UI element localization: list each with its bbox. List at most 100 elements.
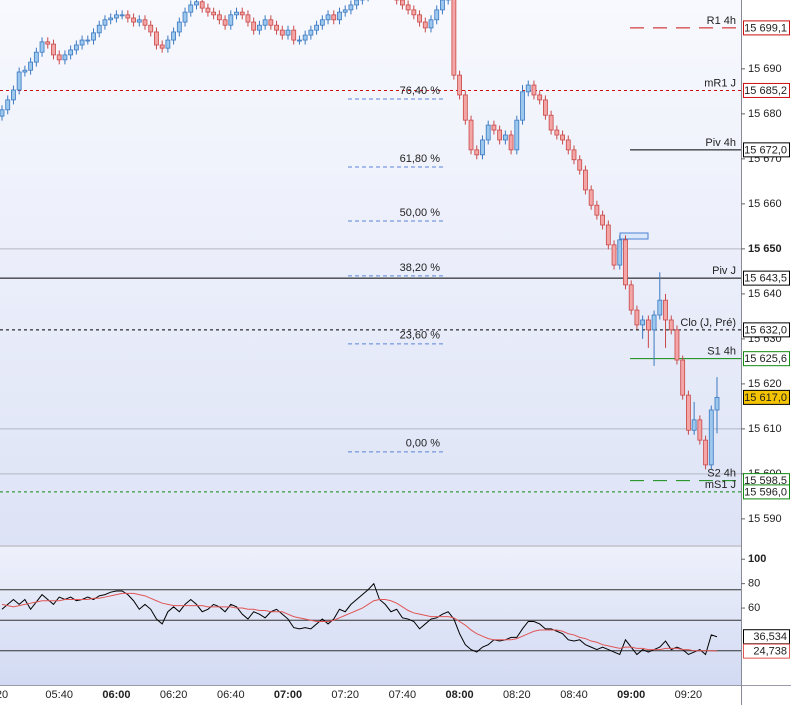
candle-body (645, 319, 651, 331)
candle-body (142, 19, 148, 26)
candle-body (194, 1, 199, 6)
candle-body (548, 114, 554, 131)
axis-value-label: 15 598,5 (744, 475, 787, 487)
x-tick-label: 08:20 (503, 689, 531, 701)
fib-label: 0,00 % (406, 438, 440, 450)
axis-value-box (743, 484, 790, 500)
y-tick-label: 15 610 (748, 423, 782, 435)
candle-body (508, 134, 514, 151)
candle-body (319, 19, 325, 26)
axis-value-label: 15 699,1 (744, 22, 787, 34)
candle-body (594, 204, 600, 216)
fib-label: 61,80 % (400, 153, 441, 165)
candle-body (657, 299, 663, 316)
candle-body (171, 31, 177, 41)
candle-body (674, 329, 680, 361)
axis-value-label: 15 625,6 (744, 353, 787, 365)
candle-body (485, 124, 491, 141)
level-name: Clo (J, Pré) (680, 317, 736, 329)
candle-body (634, 309, 640, 326)
candle-body (411, 9, 417, 16)
candle-body (514, 119, 520, 151)
candle-body (62, 54, 68, 61)
candle-body (154, 31, 159, 46)
x-tick-label: 20 (0, 689, 8, 701)
fib-label: 38,20 % (400, 262, 441, 274)
candle-body (337, 11, 342, 21)
candle-body (11, 89, 16, 101)
candle-body (342, 9, 348, 13)
candle-body (222, 19, 228, 26)
candle-body (577, 159, 583, 171)
candle-body (279, 29, 285, 36)
candle-body (256, 24, 262, 31)
candle-body (617, 239, 623, 266)
candle-body (462, 94, 468, 121)
candle-body (262, 19, 268, 26)
candle-body (234, 11, 239, 16)
candle-body (605, 224, 611, 246)
candle-body (451, 0, 457, 76)
candle-body (611, 244, 617, 266)
candle-body (440, 0, 445, 11)
candle-body (228, 14, 234, 26)
axis-value-label: 15 685,2 (744, 85, 787, 97)
candle-body (176, 21, 182, 33)
candle-body (199, 1, 205, 9)
osc-line (1, 592, 718, 652)
candle-body (697, 419, 703, 441)
candle-body (73, 44, 79, 51)
candle-body (691, 419, 697, 431)
axis-value-label: 15 672,0 (744, 144, 787, 156)
marks-layer (0, 0, 720, 656)
candle-body (108, 17, 114, 21)
candle-body (245, 14, 251, 23)
candle-body (16, 71, 22, 91)
candle-body (331, 14, 337, 21)
candle-body (583, 169, 588, 191)
axis-value-label: 15 632,0 (744, 324, 787, 336)
candle-body (0, 109, 5, 117)
candle-body (600, 214, 605, 226)
candle-body (640, 319, 646, 326)
candle-body (182, 11, 188, 23)
candle-body (703, 439, 708, 466)
level-name: S1 4h (707, 346, 736, 358)
level-name: S2 4h (707, 468, 736, 480)
candle-body (274, 24, 279, 31)
fib-label: 76,40 % (400, 85, 441, 97)
x-tick-label: 06:00 (102, 689, 130, 701)
candle-body (51, 43, 56, 56)
candle-body (554, 129, 560, 136)
x-tick-label: 09:00 (617, 689, 645, 701)
x-tick-label: 09:20 (675, 689, 703, 701)
axis-value-box (743, 643, 790, 659)
axis-box-layer: 15 699,1 15 685,2 15 672,0 15 643,5 15 632,0… (743, 20, 790, 659)
y-tick-label: 15 640 (748, 288, 782, 300)
candle-body (543, 99, 548, 116)
candle-body (119, 14, 125, 17)
axis-value-box (743, 270, 790, 286)
candle-body (268, 19, 274, 26)
level-name: mS1 J (705, 479, 736, 491)
candle-body (91, 32, 96, 41)
candle-body (708, 409, 714, 466)
candle-body (497, 129, 503, 141)
y-tick-label: 15 660 (748, 198, 782, 210)
candle-body (502, 134, 508, 141)
axis-value-box (743, 322, 790, 338)
candle-body (417, 14, 422, 23)
y-tick-label: 60 (748, 602, 760, 614)
candle-body (28, 61, 34, 71)
candle-body (79, 39, 85, 46)
range-marker (619, 232, 649, 240)
y-tick-label: 15 650 (748, 243, 782, 255)
y-tick-label: 100 (748, 553, 766, 565)
x-tick-label: 05:40 (45, 689, 73, 701)
candle-body (680, 359, 686, 396)
candle-body (239, 11, 245, 16)
candle-body (216, 14, 222, 21)
candle-body (588, 189, 594, 206)
candle-body (537, 94, 543, 101)
candle-body (457, 74, 463, 96)
